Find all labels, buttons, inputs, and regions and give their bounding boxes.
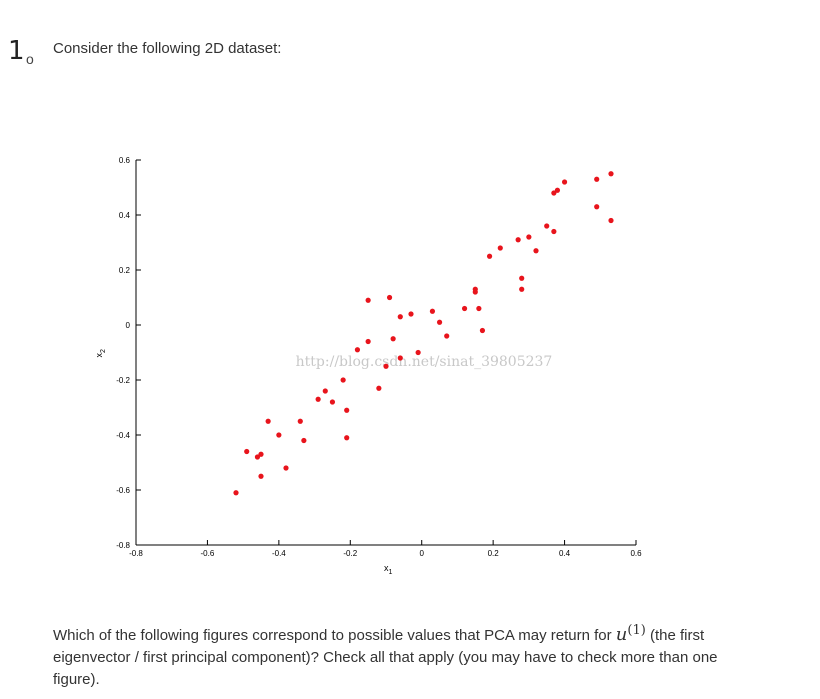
data-point [479, 327, 486, 334]
data-point [258, 451, 264, 457]
x-tick-label: -0.2 [343, 549, 357, 558]
question-number-mark: o [26, 51, 34, 67]
data-point [544, 223, 550, 229]
data-point [594, 204, 600, 210]
question-text-before: Which of the following figures correspon… [53, 627, 616, 644]
question-text-after: (the first eigenvector / first principal… [53, 627, 718, 688]
data-point [390, 336, 396, 342]
data-point [533, 248, 539, 254]
data-point [497, 245, 503, 251]
data-point [301, 437, 307, 444]
y-tick-label: 0.2 [119, 266, 131, 275]
data-point [486, 253, 493, 259]
data-point [386, 294, 393, 301]
y-tick-label: -0.2 [116, 376, 130, 385]
data-point [329, 399, 336, 405]
data-point [551, 228, 557, 235]
x-axis-label: x1 [384, 563, 393, 576]
data-point [265, 418, 271, 424]
data-point [322, 388, 328, 394]
data-point [561, 179, 568, 185]
question-prompt: Which of the following figures correspon… [53, 620, 753, 691]
x-tick-label: 0.2 [488, 549, 500, 558]
y-tick-label: 0.4 [119, 211, 131, 220]
data-point [365, 338, 371, 345]
data-point [397, 314, 403, 320]
y-tick-label: -0.4 [116, 431, 130, 440]
data-point [472, 289, 478, 295]
data-point [415, 349, 421, 356]
scatter-plot: http://blog.csdn.net/sinat_39805237 -0.8… [94, 156, 642, 576]
question-intro: Consider the following 2D dataset: [53, 40, 282, 57]
data-point [608, 171, 614, 177]
watermark: http://blog.csdn.net/sinat_39805237 [296, 354, 553, 370]
x-tick-label: 0.6 [630, 549, 642, 558]
data-point [444, 333, 450, 339]
math-superscript: (1) [627, 623, 646, 638]
data-point [340, 377, 346, 383]
data-point [408, 311, 414, 317]
data-point [594, 176, 600, 182]
data-point [526, 234, 532, 240]
data-point [429, 308, 436, 314]
data-point [233, 490, 239, 496]
data-point [608, 217, 614, 224]
y-tick-label: -0.8 [116, 541, 130, 550]
data-point [519, 275, 525, 281]
question-number: 1 [8, 36, 25, 66]
data-point [376, 385, 382, 391]
data-point [283, 465, 289, 471]
data-point [258, 473, 264, 479]
data-point [354, 347, 361, 353]
data-point [461, 305, 468, 312]
data-point [365, 297, 371, 303]
y-tick-label: 0.6 [119, 156, 131, 165]
data-point [254, 454, 261, 460]
data-point [519, 286, 525, 292]
data-point [344, 407, 350, 413]
x-tick-label: -0.4 [272, 549, 286, 558]
x-tick-label: 0 [419, 549, 424, 558]
scatter-plot-figure: http://blog.csdn.net/sinat_39805237 -0.8… [80, 145, 660, 585]
x-tick-label: -0.8 [129, 549, 143, 558]
data-point [315, 396, 321, 402]
data-point [554, 187, 561, 193]
data-point [436, 319, 443, 325]
y-tick-label: 0 [126, 321, 131, 330]
data-point [276, 432, 282, 438]
data-point [397, 355, 403, 361]
y-axis-label: x2 [94, 349, 107, 358]
data-point [244, 448, 250, 455]
data-point [476, 305, 482, 312]
math-symbol: u [615, 624, 628, 645]
data-point [344, 435, 350, 441]
y-tick-label: -0.6 [116, 486, 130, 495]
data-point [515, 237, 521, 243]
data-point [551, 190, 557, 196]
data-point [383, 363, 389, 369]
data-point [297, 418, 303, 424]
x-tick-label: -0.6 [201, 549, 215, 558]
x-tick-label: 0.4 [559, 549, 571, 558]
